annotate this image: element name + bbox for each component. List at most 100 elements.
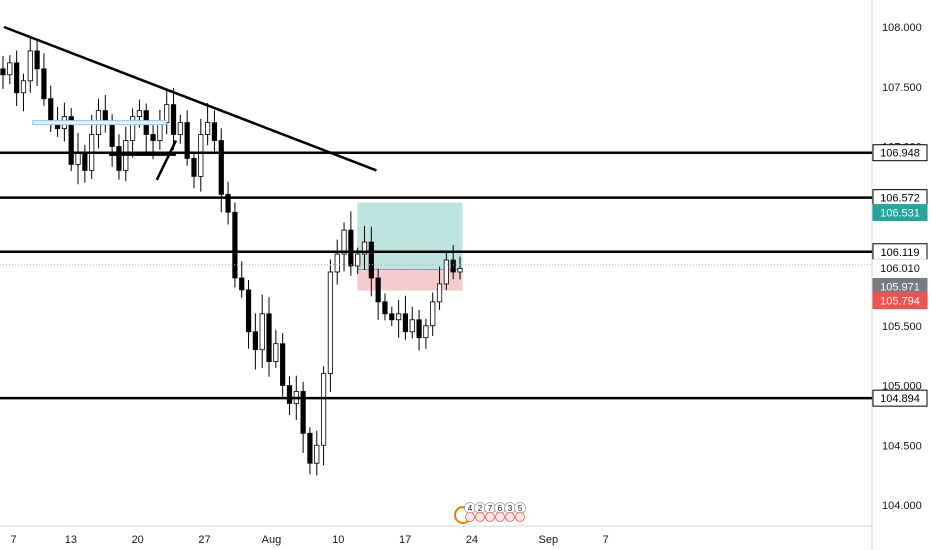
descending-trendline[interactable] <box>3 25 377 172</box>
level-price-badge-box <box>872 389 928 407</box>
candle-body <box>150 134 156 141</box>
target-price-badge-box <box>872 204 928 222</box>
candle-body <box>327 271 334 374</box>
candle-body <box>232 211 238 279</box>
candle-body <box>436 283 443 303</box>
event-marker-dot <box>515 512 525 522</box>
candle-body <box>396 313 402 321</box>
entry-price-badge: 105.971 <box>880 281 920 293</box>
candle-body <box>14 62 20 94</box>
x-tick-label: 10 <box>332 534 344 546</box>
candle-body <box>457 267 463 273</box>
candle-body <box>41 68 47 100</box>
candle-body <box>341 229 347 255</box>
position-stop-zone[interactable] <box>357 269 463 291</box>
level-price-badge: 106.119 <box>881 247 920 259</box>
candle-body <box>136 110 143 118</box>
candle-body <box>348 229 354 267</box>
candle-body <box>157 122 163 141</box>
candle-body <box>389 313 395 321</box>
event-marker-dot <box>475 512 485 522</box>
candle-body <box>273 343 279 362</box>
candle-body <box>239 277 245 291</box>
candle-body <box>129 116 136 141</box>
candle-body <box>266 313 272 362</box>
event-marker-dot <box>495 512 505 522</box>
event-marker-label: 4 <box>468 504 473 513</box>
candle-body <box>177 122 183 135</box>
candle-body <box>109 122 115 147</box>
x-tick-label: 24 <box>466 534 478 546</box>
x-tick-label: 27 <box>198 534 210 546</box>
target-price-badge: 106.531 <box>880 208 920 220</box>
x-tick-label: 7 <box>603 534 609 546</box>
stop-price-badge-box <box>872 292 928 310</box>
candle-body <box>82 152 88 171</box>
level-price-badge: 106.572 <box>880 193 920 205</box>
event-marker-label: 5 <box>518 504 523 513</box>
x-tick-label: Aug <box>262 534 282 546</box>
candle-body <box>314 444 320 464</box>
candle-body <box>334 253 340 273</box>
stop-price-badge: 105.794 <box>880 296 920 308</box>
short-trend-segment[interactable] <box>155 139 178 181</box>
candle-body <box>280 343 286 386</box>
y-tick-label: 108.000 <box>882 22 922 34</box>
candle-body <box>430 301 436 327</box>
candle-body <box>409 319 415 333</box>
candle-body <box>259 313 265 351</box>
x-tick-label: Sep <box>539 534 559 546</box>
event-marker-label: 3 <box>508 504 513 513</box>
candle-body <box>184 122 190 159</box>
level-price-badge: 106.948 <box>880 148 920 160</box>
candle-body <box>205 122 211 135</box>
x-tick-label: 17 <box>399 534 411 546</box>
event-marker-dot <box>485 512 495 522</box>
candle-body <box>355 253 361 267</box>
candle-body <box>116 146 122 171</box>
candle-body <box>170 104 177 135</box>
event-marker-label: 2 <box>478 504 483 513</box>
candle-body <box>20 80 27 94</box>
candle-body <box>211 122 218 141</box>
candle-body <box>34 50 40 70</box>
x-tick-label: 7 <box>10 534 16 546</box>
candle-body <box>252 331 258 351</box>
candle-body <box>245 289 252 333</box>
y-tick-label: 104.500 <box>882 440 922 452</box>
candle-body <box>375 277 381 303</box>
candle-body <box>416 319 422 339</box>
candle-body <box>75 152 81 165</box>
candle-body <box>368 241 374 279</box>
event-marker-dot <box>465 512 475 522</box>
level-price-badge-box <box>872 144 928 162</box>
candle-body <box>423 325 429 339</box>
candle-body <box>27 50 33 82</box>
y-tick-label: 105.000 <box>882 381 922 393</box>
candle-body <box>382 301 388 315</box>
candle-body <box>402 313 409 333</box>
candle-body <box>320 373 327 446</box>
candle-body <box>7 62 13 76</box>
last-price-badge: 106.010 <box>880 263 920 275</box>
candle-body <box>68 116 74 165</box>
candle-body <box>48 98 54 123</box>
candles <box>0 36 463 476</box>
candle-body <box>225 193 231 213</box>
event-marker-dot <box>505 512 515 522</box>
candle-body <box>450 259 456 273</box>
position-target-zone[interactable] <box>357 202 463 270</box>
y-tick-label: 105.500 <box>882 321 922 333</box>
candle-body <box>286 385 293 404</box>
candle-body <box>307 432 313 464</box>
candle-body <box>164 104 170 124</box>
candle-body <box>361 241 368 255</box>
candle-body <box>191 158 197 177</box>
candle-body <box>0 68 6 76</box>
x-tick-label: 20 <box>132 534 144 546</box>
range-rectangle[interactable] <box>32 120 167 126</box>
